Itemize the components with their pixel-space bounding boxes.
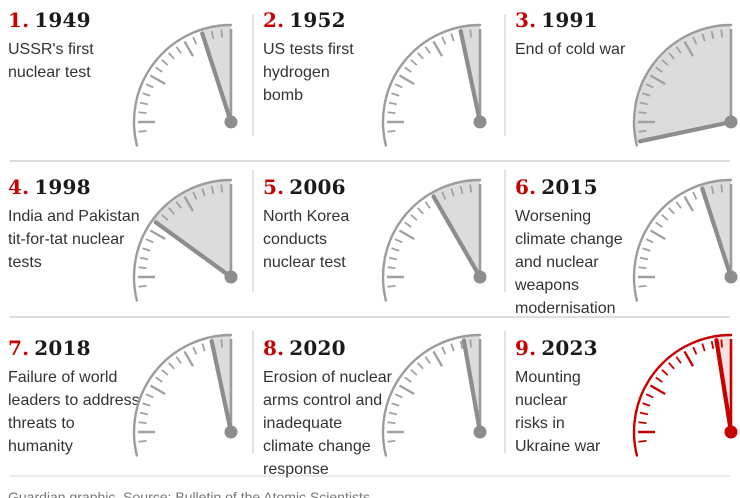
panel-description: India and Pakistan tit-for-tat nuclear t… (8, 208, 140, 271)
doomsday-clock-gauge-icon (381, 23, 487, 147)
panel-number: 3. (515, 8, 537, 32)
panel-number: 8. (263, 336, 285, 360)
panel-description: USSR's first nuclear test (8, 41, 94, 81)
row-divider (10, 160, 730, 162)
doomsday-clock-gauge-icon (632, 23, 738, 147)
column-divider (504, 331, 506, 453)
clock-panel: 8. 2020 Erosion of nuclear arms control a… (253, 316, 505, 482)
panel-description: Worsening climate change and nuclear wea… (515, 208, 623, 317)
panel-heading: 3. 1991 (515, 8, 598, 32)
column-divider (252, 331, 254, 453)
panel-description: Failure of world leaders to address thre… (8, 369, 140, 455)
panel-number: 7. (8, 336, 30, 360)
panel-year: 1998 (34, 175, 91, 199)
column-divider (252, 170, 254, 292)
doomsday-clock-gauge-icon (632, 178, 738, 302)
panel-description: Mounting nuclear risks in Ukraine war (515, 369, 601, 455)
doomsday-clock-gauge-icon (132, 333, 238, 457)
panel-year: 1991 (541, 8, 598, 32)
panel-heading: 1. 1949 (8, 8, 91, 32)
panel-description: North Korea conducts nuclear test (263, 208, 350, 271)
clock-panel: 4. 1998 India and Pakistan tit-for-tat nu… (0, 160, 253, 316)
panel-heading: 4. 1998 (8, 175, 91, 199)
panel-year: 1952 (289, 8, 346, 32)
column-divider (504, 14, 506, 136)
clock-panel: 6. 2015 Worsening climate change and nucl… (505, 160, 740, 317)
clock-panel: 9. 2023 Mounting nuclear risks in Ukraine… (505, 316, 740, 482)
panel-description: US tests first hydrogen bomb (263, 41, 354, 104)
doomsday-clock-gauge-icon (381, 333, 487, 457)
clock-panel: 5. 2006 North Korea conducts nuclear test (253, 160, 505, 316)
clock-panel: 3. 1991 End of cold war (505, 0, 740, 160)
panel-number: 9. (515, 336, 537, 360)
panel-year: 2015 (541, 175, 598, 199)
panel-number: 6. (515, 175, 537, 199)
panel-number: 5. (263, 175, 285, 199)
clock-panel: 7. 2018 Failure of world leaders to addre… (0, 316, 253, 482)
column-divider (504, 170, 506, 292)
panel-heading: 2. 1952 (263, 8, 346, 32)
panel-year: 2020 (289, 336, 346, 360)
panel-description: End of cold war (515, 41, 626, 58)
panel-heading: 6. 2015 (515, 175, 598, 199)
panel-heading: 9. 2023 (515, 336, 598, 360)
footer-divider (10, 475, 730, 477)
panel-number: 1. (8, 8, 30, 32)
column-divider (252, 14, 254, 136)
row-divider (10, 316, 730, 318)
doomsday-clock-gauge-icon (132, 23, 238, 147)
panel-year: 1949 (34, 8, 91, 32)
panel-heading: 7. 2018 (8, 336, 91, 360)
source-credit: Guardian graphic. Source: Bulletin of th… (8, 489, 370, 498)
clock-panel: 2. 1952 US tests first hydrogen bomb (253, 0, 505, 160)
doomsday-clock-gauge-icon (632, 333, 738, 457)
panel-year: 2018 (34, 336, 91, 360)
panel-description: Erosion of nuclear arms control and inad… (263, 369, 392, 478)
panel-heading: 8. 2020 (263, 336, 346, 360)
panel-year: 2006 (289, 175, 346, 199)
panel-year: 2023 (541, 336, 598, 360)
panel-number: 4. (8, 175, 30, 199)
doomsday-clock-gauge-icon (132, 178, 238, 302)
doomsday-clock-gauge-icon (381, 178, 487, 302)
panel-number: 2. (263, 8, 285, 32)
panel-heading: 5. 2006 (263, 175, 346, 199)
clock-panel: 1. 1949 USSR's first nuclear test (0, 0, 253, 160)
